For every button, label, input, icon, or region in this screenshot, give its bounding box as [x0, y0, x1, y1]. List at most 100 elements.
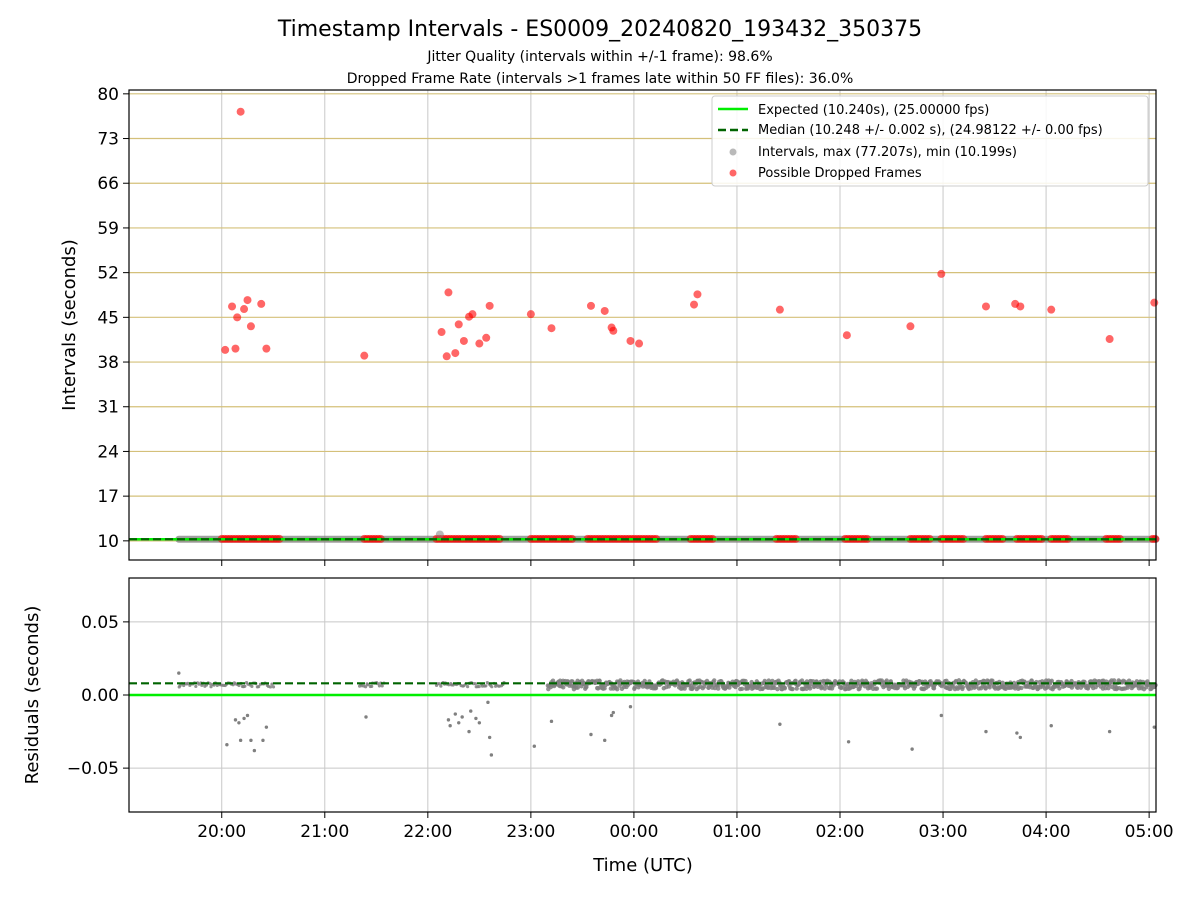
- dropped-frame-point: [482, 333, 491, 342]
- residual-point: [209, 685, 213, 689]
- dropped-frame-point: [236, 107, 245, 116]
- residual-outlier-point: [474, 716, 478, 721]
- legend-intervals-swatch: [729, 148, 737, 156]
- residual-point: [250, 684, 254, 688]
- residual-point: [614, 686, 620, 692]
- residual-point: [987, 685, 992, 690]
- residual-point: [243, 684, 247, 688]
- residual-outlier-point: [261, 738, 265, 743]
- residual-point: [366, 683, 370, 687]
- residual-outlier-point: [609, 713, 614, 718]
- residual-point: [1075, 685, 1080, 691]
- residual-outlier-point: [939, 713, 944, 718]
- residual-point: [363, 685, 368, 689]
- residual-outlier-point: [910, 747, 914, 751]
- residual-point: [874, 686, 880, 691]
- residual-point: [799, 678, 805, 683]
- residual-outlier-point: [611, 710, 616, 715]
- dropped-frame-point: [1016, 302, 1025, 311]
- dropped-frame-point: [240, 305, 249, 314]
- residual-outlier-point: [457, 721, 461, 725]
- intervals-ytick-label: 52: [97, 264, 119, 284]
- residual-outlier-point: [469, 709, 473, 713]
- xtick-label: 02:00: [816, 822, 865, 842]
- residual-outlier-point: [1049, 724, 1053, 728]
- residual-point: [370, 684, 374, 688]
- dropped-frame-point: [626, 336, 635, 345]
- dropped-frame-point: [600, 306, 609, 315]
- residual-point: [793, 678, 798, 684]
- residual-point: [1106, 686, 1111, 691]
- dropped-frame-point: [454, 320, 463, 329]
- dropped-frame-point: [257, 299, 266, 308]
- dropped-frame-point: [690, 300, 699, 309]
- residual-point: [1126, 678, 1132, 683]
- legend-dropped-label: Possible Dropped Frames: [758, 166, 922, 181]
- chart-subtitle-dropped: Dropped Frame Rate (intervals >1 frames …: [347, 71, 854, 87]
- intervals-plot-frame: [128, 89, 1157, 561]
- residual-outlier-point: [1015, 731, 1019, 735]
- residual-point: [466, 685, 470, 689]
- residual-point: [990, 678, 995, 683]
- residual-point: [208, 682, 212, 686]
- intervals-ytick-label: 38: [97, 353, 119, 373]
- residual-outlier-point: [460, 715, 464, 719]
- residual-point: [960, 684, 965, 690]
- dropped-frame-point: [586, 301, 595, 310]
- residual-point: [194, 684, 198, 689]
- residual-outlier-point: [233, 718, 238, 722]
- residual-point: [794, 686, 799, 691]
- residual-outlier-point: [1018, 735, 1023, 740]
- residual-outlier-point: [453, 712, 458, 716]
- residual-point: [473, 682, 478, 686]
- residual-point: [257, 685, 261, 689]
- xtick-label: 01:00: [712, 822, 761, 842]
- residual-point: [477, 684, 481, 689]
- residual-outlier-point: [489, 753, 494, 757]
- dropped-frame-point: [547, 324, 556, 333]
- residual-point: [849, 678, 854, 684]
- residual-point: [1057, 686, 1062, 691]
- dropped-frame-point: [842, 331, 851, 340]
- residuals-y-axis-label: Residuals (seconds): [22, 606, 43, 785]
- residual-outlier-point: [364, 715, 368, 719]
- intervals-ytick-label: 31: [97, 398, 119, 418]
- residual-point: [775, 686, 780, 692]
- xtick-label: 03:00: [919, 822, 968, 842]
- dropped-frame-point: [1047, 305, 1056, 314]
- dropped-frame-point: [775, 305, 784, 314]
- residual-outlier-point: [1107, 729, 1112, 734]
- dropped-frame-point: [609, 326, 618, 335]
- chart-subtitle-jitter: Jitter Quality (intervals within +/-1 fr…: [426, 49, 772, 65]
- residual-point: [807, 686, 813, 691]
- legend-dropped-swatch: [729, 169, 737, 177]
- residual-outlier-point: [237, 721, 241, 725]
- xtick-label: 21:00: [300, 822, 349, 842]
- dropped-frame-point: [233, 313, 242, 322]
- x-axis-label: Time (UTC): [592, 855, 693, 876]
- xtick-label: 05:00: [1125, 822, 1174, 842]
- dropped-frame-point: [1150, 298, 1159, 307]
- intervals-ytick-label: 59: [97, 219, 119, 239]
- residual-point: [739, 686, 745, 692]
- residual-point: [782, 686, 788, 691]
- dropped-frame-point: [444, 288, 453, 297]
- dropped-frame-point: [475, 339, 484, 348]
- dropped-frame-point: [635, 339, 644, 348]
- residual-outlier-point: [245, 713, 250, 718]
- residuals-plot: 0.05 0.00 −0.05 20:00 21:00 22:00 23:00 00:00 01…: [67, 577, 1174, 842]
- residual-point: [575, 685, 580, 690]
- dropped-frame-point: [459, 336, 468, 345]
- residual-point: [712, 678, 717, 683]
- dropped-frame-point: [243, 296, 252, 305]
- residual-outlier-point: [589, 732, 593, 737]
- residual-outlier-point: [252, 748, 257, 753]
- residual-point: [884, 678, 889, 683]
- residual-point: [762, 678, 767, 684]
- residual-outlier-point: [467, 729, 471, 734]
- intervals-ytick-label: 45: [97, 308, 119, 328]
- xtick-label: 23:00: [506, 822, 555, 842]
- chart-title: Timestamp Intervals - ES0009_20240820_19…: [277, 17, 922, 42]
- dropped-frame-point: [437, 328, 446, 337]
